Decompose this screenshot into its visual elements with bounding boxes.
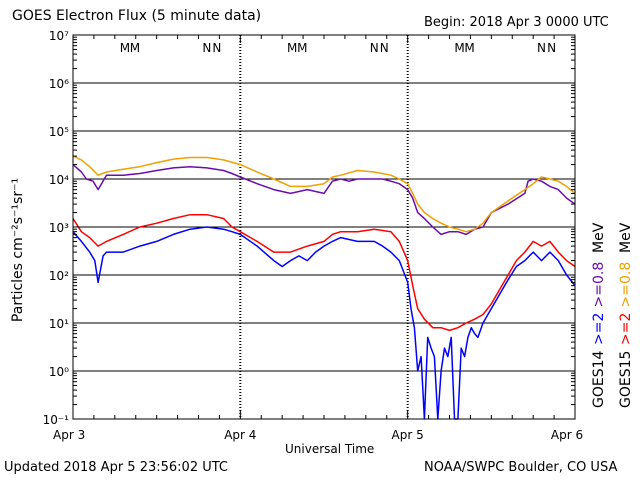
legend-entry: MeV — [618, 222, 634, 253]
y-tick-label: 10² — [49, 269, 69, 283]
y-tick-label: 10⁻¹ — [43, 413, 70, 427]
series-layer — [72, 155, 576, 420]
y-tick-label: 10¹ — [49, 317, 69, 331]
axis-layer: 10⁻¹ 10⁰ 10¹ 10² 10³ 10⁴ 10⁵ 10⁶ 10⁷ Apr 3 Apr 4 Ap… — [43, 29, 584, 442]
legend-entry: MeV — [591, 222, 607, 253]
midnight-noon-marker: N — [380, 41, 389, 55]
x-tick-label: Apr 5 — [392, 428, 424, 442]
legend-entry: GOES14 — [591, 350, 607, 408]
legend-entry: >=2 — [618, 313, 634, 345]
midnight-noon-marker: M — [464, 41, 474, 55]
midnight-noon-marker: N — [547, 41, 556, 55]
x-tick-label: Apr 3 — [53, 428, 85, 442]
legend-entry: GOES15 — [618, 351, 634, 408]
x-tick-label: Apr 4 — [224, 428, 256, 442]
x-tick-label: Apr 6 — [551, 428, 583, 442]
y-tick-label: 10⁵ — [49, 125, 69, 139]
y-axis-label: Particles cm⁻²s⁻¹sr⁻¹ — [10, 178, 26, 322]
y-tick-label: 10³ — [49, 221, 69, 235]
x-axis-label: Universal Time — [285, 442, 374, 456]
y-tick-label: 10⁴ — [49, 173, 69, 187]
y-tick-label: 10⁰ — [49, 365, 69, 379]
y-tick-label: 10⁶ — [49, 77, 69, 91]
legend-entry: >=2 — [591, 313, 607, 345]
midnight-noon-marker: M — [454, 41, 464, 55]
y-tick-label: 10⁷ — [49, 29, 69, 43]
credit-label: NOAA/SWPC Boulder, CO USA — [424, 460, 618, 475]
midnight-noon-marker: M — [287, 41, 297, 55]
midnight-noon-marker: M — [297, 41, 307, 55]
grid-layer — [73, 35, 575, 419]
midnight-noon-marker: N — [370, 41, 379, 55]
legend-entry: >=0.8 — [618, 262, 634, 308]
series-line — [72, 213, 576, 332]
updated-timestamp: Updated 2018 Apr 5 23:56:02 UTC — [4, 460, 228, 475]
legend-entry: >=0.8 — [591, 262, 607, 308]
midnight-noon-marker: M — [130, 41, 140, 55]
begin-time-label: Begin: 2018 Apr 3 0000 UTC — [424, 15, 609, 30]
series-line — [72, 164, 576, 236]
series-line — [72, 155, 576, 233]
midnight-noon-marker: N — [202, 41, 211, 55]
midnight-noon-marker: M — [120, 41, 130, 55]
chart-title: GOES Electron Flux (5 minute data) — [12, 8, 262, 24]
legend-layer: GOES14 >=2 >=0.8 MeV GOES15 >=2 >=0.8 MeV — [591, 222, 634, 408]
midnight-noon-marker: N — [212, 41, 221, 55]
midnight-noon-marker: N — [537, 41, 546, 55]
series-line — [72, 226, 576, 420]
